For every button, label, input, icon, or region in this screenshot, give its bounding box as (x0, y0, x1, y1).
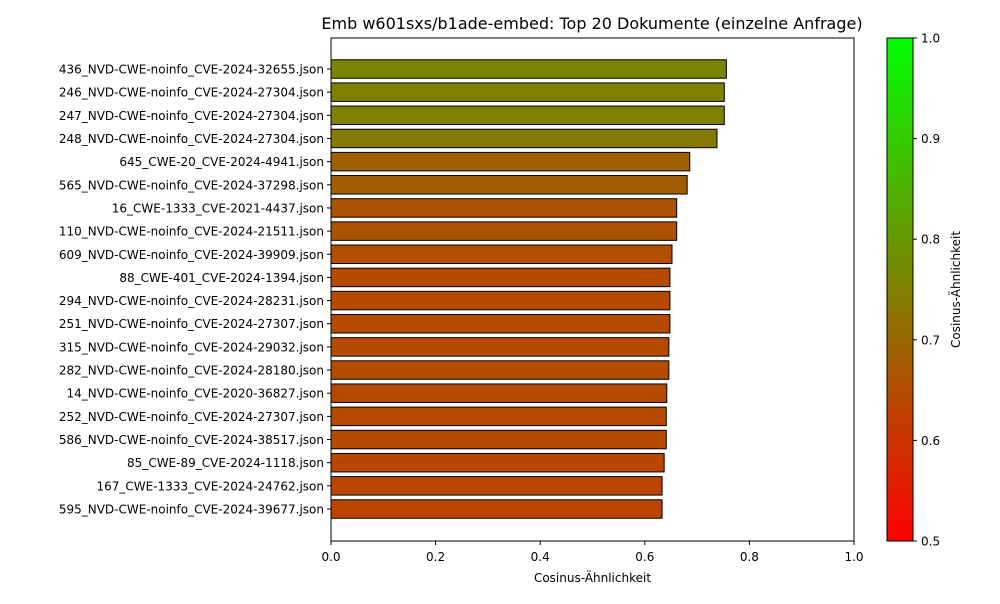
bar (330, 59, 727, 79)
y-tick-label: 247_NVD-CWE-noinfo_CVE-2024-27304.json (59, 109, 324, 123)
bar (330, 429, 667, 450)
bar (330, 313, 671, 334)
bar (330, 82, 725, 102)
colorbar-tick-label: 0.8 (921, 233, 940, 247)
x-tick-label: 1.0 (844, 550, 863, 564)
y-tick-label: 251_NVD-CWE-noinfo_CVE-2024-27307.json (59, 317, 324, 331)
y-tick-label: 609_NVD-CWE-noinfo_CVE-2024-39909.json (59, 248, 324, 262)
bar (330, 175, 688, 195)
bar (330, 105, 725, 126)
colorbar-tick-label: 1.0 (921, 32, 940, 46)
x-tick-label: 0.0 (321, 550, 340, 564)
bar (330, 198, 678, 218)
x-axis-label: Cosinus-Ähnlichkeit (534, 570, 651, 585)
y-tick-label: 16_CWE-1333_CVE-2021-4437.json (112, 201, 324, 215)
x-tick-label: 0.4 (531, 550, 550, 564)
colorbar-axis: 0.5 0.6 0.7 0.8 0.9 1.0 (913, 32, 940, 549)
y-tick-label: 85_CWE-89_CVE-2024-1118.json (127, 456, 324, 470)
bar (330, 499, 663, 519)
y-tick-label: 315_NVD-CWE-noinfo_CVE-2024-29032.json (59, 340, 324, 354)
colorbar-label: Cosinus-Ähnlichkeit (948, 231, 963, 348)
bar (330, 452, 665, 473)
y-tick-label: 110_NVD-CWE-noinfo_CVE-2024-21511.json (59, 225, 324, 239)
bar (330, 128, 718, 149)
y-tick-label: 88_CWE-401_CVE-2024-1394.json (119, 271, 324, 285)
plot-frame (330, 37, 855, 542)
bars-group (330, 59, 727, 519)
bar (330, 290, 671, 311)
y-tick-label: 248_NVD-CWE-noinfo_CVE-2024-27304.json (59, 132, 324, 146)
bar (330, 476, 663, 496)
colorbar-tick-label: 0.6 (921, 434, 940, 448)
y-tick-label: 294_NVD-CWE-noinfo_CVE-2024-28231.json (59, 294, 324, 308)
bar (330, 337, 670, 357)
bar (330, 383, 668, 403)
bar (330, 151, 691, 172)
colorbar-tick-label: 0.5 (921, 535, 940, 549)
bar (330, 221, 678, 241)
y-tick-label: 645_CWE-20_CVE-2024-4941.json (119, 155, 324, 169)
x-axis: 0.0 0.2 0.4 0.6 0.8 1.0 (321, 541, 864, 564)
y-tick-label: 167_CWE-1333_CVE-2024-24762.json (97, 479, 325, 493)
y-tick-labels: 436_NVD-CWE-noinfo_CVE-2024-32655.json 24… (59, 63, 331, 517)
x-tick-label: 0.6 (635, 550, 654, 564)
y-tick-label: 586_NVD-CWE-noinfo_CVE-2024-38517.json (59, 433, 324, 447)
y-tick-label: 565_NVD-CWE-noinfo_CVE-2024-37298.json (59, 178, 324, 192)
bar (330, 406, 667, 427)
y-tick-label: 436_NVD-CWE-noinfo_CVE-2024-32655.json (59, 63, 324, 77)
x-tick-label: 0.2 (426, 550, 445, 564)
colorbar-tick-label: 0.7 (921, 333, 940, 347)
bar (330, 244, 673, 265)
y-tick-label: 282_NVD-CWE-noinfo_CVE-2024-28180.json (59, 364, 324, 378)
bar (330, 267, 671, 288)
y-tick-label: 252_NVD-CWE-noinfo_CVE-2024-27307.json (59, 410, 324, 424)
colorbar (886, 37, 914, 542)
y-tick-label: 14_NVD-CWE-noinfo_CVE-2020-36827.json (66, 387, 324, 401)
x-tick-label: 0.8 (740, 550, 759, 564)
colorbar-tick-label: 0.9 (921, 132, 940, 146)
bar (330, 360, 670, 380)
chart-title: Emb w601sxs/b1ade-embed: Top 20 Dokument… (321, 14, 862, 33)
y-tick-label: 595_NVD-CWE-noinfo_CVE-2024-39677.json (59, 503, 324, 517)
y-tick-label: 246_NVD-CWE-noinfo_CVE-2024-27304.json (59, 86, 324, 100)
